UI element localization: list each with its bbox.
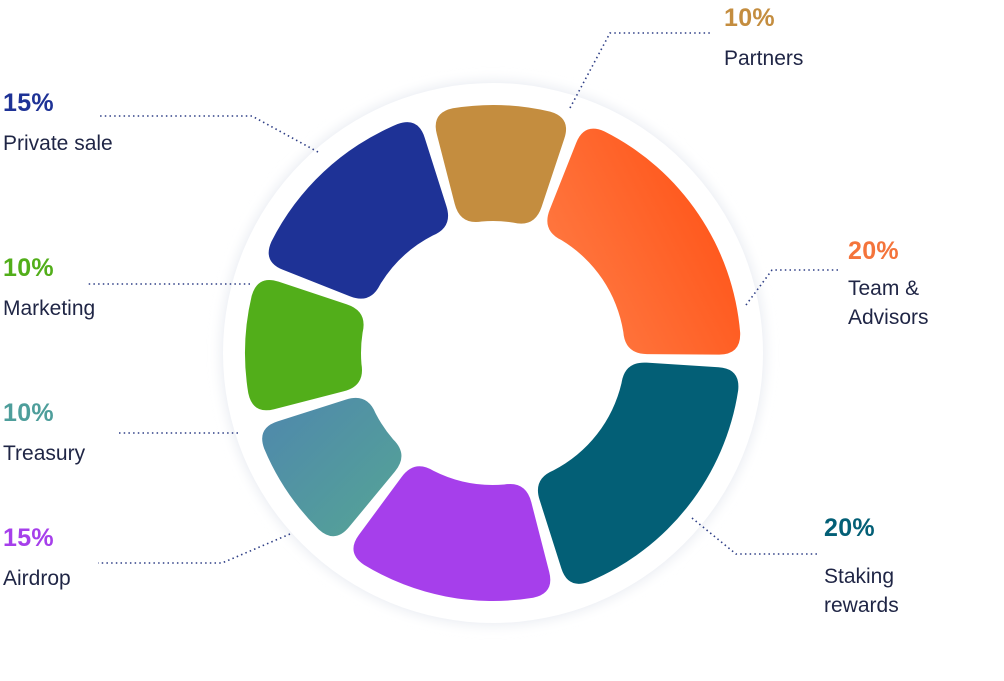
label-marketing: 10% Marketing (3, 253, 95, 323)
name-airdrop: Airdrop (3, 567, 71, 590)
name-team-advisors: Team & Advisors (848, 277, 929, 329)
leader-line-airdrop (98, 533, 291, 564)
leader-line-team (745, 269, 838, 306)
label-treasury: 10% Treasury (3, 398, 85, 468)
percent-private-sale: 15% (3, 89, 54, 117)
leader-line-partners (569, 32, 712, 109)
slice-airdrop (353, 466, 551, 602)
slice-marketing (244, 279, 364, 411)
label-partners: 10% Partners (724, 3, 803, 73)
percent-marketing: 10% (3, 254, 54, 282)
leader-line-private (98, 115, 319, 153)
percent-team-advisors: 20% (848, 237, 899, 265)
percent-treasury: 10% (3, 399, 54, 427)
name-treasury: Treasury (3, 442, 86, 465)
percent-partners: 10% (724, 4, 775, 32)
slice-staking (537, 362, 739, 584)
leader-line-staking (691, 517, 820, 555)
label-airdrop: 15% Airdrop (3, 523, 71, 593)
slice-private (268, 122, 449, 299)
name-marketing: Marketing (3, 297, 96, 320)
name-staking-rewards: Staking rewards (824, 565, 899, 617)
label-private-sale: 15% Private sale (3, 88, 113, 158)
slice-team (547, 128, 741, 355)
slice-partners (435, 104, 567, 224)
name-private-sale: Private sale (3, 132, 113, 155)
label-staking-rewards: 20% Staking rewards (824, 513, 899, 620)
slice-treasury (262, 397, 402, 537)
label-team-advisors: 20% Team & Advisors (848, 236, 929, 332)
name-partners: Partners (724, 47, 804, 70)
percent-staking-rewards: 20% (824, 514, 875, 542)
percent-airdrop: 15% (3, 524, 54, 552)
